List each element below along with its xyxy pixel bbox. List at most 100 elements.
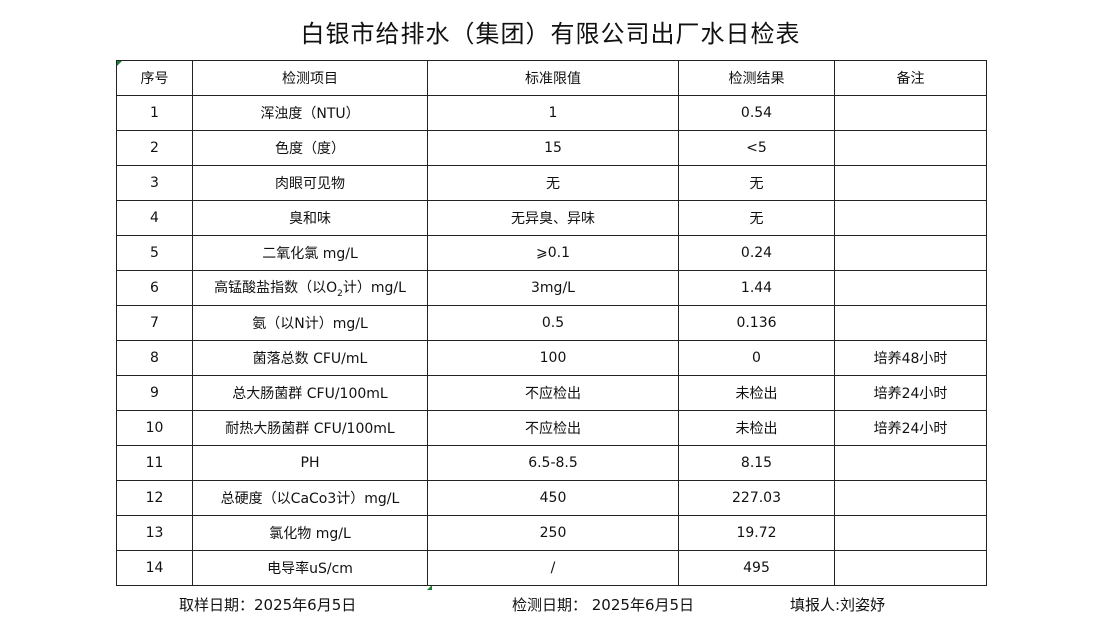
cell-item-text: 总硬度（以CaCo3计）mg/L [220, 491, 400, 507]
cell-note[interactable] [834, 270, 987, 306]
cell-limit[interactable]: 1 [427, 95, 679, 131]
cell-result[interactable]: 0.136 [678, 305, 835, 341]
cell-result[interactable]: 未检出 [678, 410, 835, 446]
cell-no[interactable]: 3 [116, 165, 193, 201]
cell-no-text: 13 [145, 525, 164, 541]
cell-limit[interactable]: 15 [427, 130, 679, 166]
cell-note[interactable]: 培养48小时 [834, 340, 987, 376]
cell-item-text: PH [300, 455, 320, 471]
cell-note[interactable] [834, 95, 987, 131]
cell-item[interactable]: 色度（度） [192, 130, 428, 166]
cell-note[interactable] [834, 480, 987, 516]
cell-no[interactable]: 6 [116, 270, 193, 306]
cell-item[interactable]: 二氧化氯 mg/L [192, 235, 428, 271]
table-row: 10 耐热大肠菌群 CFU/100mL 不应检出 未检出 培养24小时 [116, 410, 987, 446]
cell-item[interactable]: 电导率uS/cm [192, 550, 428, 586]
table-row: 7 氨（以N计）mg/L 0.5 0.136 [116, 305, 987, 341]
cell-no[interactable]: 9 [116, 375, 193, 411]
table-row: 2 色度（度） 15 <5 [116, 130, 987, 166]
cell-result[interactable]: 8.15 [678, 445, 835, 481]
cell-note[interactable] [834, 200, 987, 236]
cell-limit[interactable]: 不应检出 [427, 410, 679, 446]
cell-result[interactable]: 未检出 [678, 375, 835, 411]
cell-no[interactable]: 12 [116, 480, 193, 516]
cell-note[interactable] [834, 235, 987, 271]
cell-result-text: 0.24 [740, 245, 773, 261]
header-no: 序号 [116, 60, 193, 96]
cell-result[interactable]: 0 [678, 340, 835, 376]
cell-limit[interactable]: 100 [427, 340, 679, 376]
cell-result[interactable]: 19.72 [678, 515, 835, 551]
cell-item[interactable]: 氯化物 mg/L [192, 515, 428, 551]
cell-no[interactable]: 1 [116, 95, 193, 131]
cell-item[interactable]: 耐热大肠菌群 CFU/100mL [192, 410, 428, 446]
cell-result[interactable]: <5 [678, 130, 835, 166]
cell-note[interactable]: 培养24小时 [834, 410, 987, 446]
cell-limit[interactable]: 450 [427, 480, 679, 516]
cell-result[interactable]: 495 [678, 550, 835, 586]
cell-note[interactable] [834, 305, 987, 341]
cell-no[interactable]: 14 [116, 550, 193, 586]
cell-item[interactable]: 氨（以N计）mg/L [192, 305, 428, 341]
cell-limit[interactable]: 无异臭、异味 [427, 200, 679, 236]
cell-result[interactable]: 227.03 [678, 480, 835, 516]
cell-no[interactable]: 11 [116, 445, 193, 481]
cell-limit-text: 不应检出 [525, 386, 581, 402]
table-row: 8 菌落总数 CFU/mL 100 0 培养48小时 [116, 340, 987, 376]
table-row: 14 电导率uS/cm / 495 [116, 550, 987, 586]
cell-item[interactable]: 高锰酸盐指数（以O2计）mg/L [192, 270, 428, 306]
cell-item[interactable]: 浑浊度（NTU） [192, 95, 428, 131]
cell-no[interactable]: 7 [116, 305, 193, 341]
cell-result[interactable]: 无 [678, 165, 835, 201]
cell-item[interactable]: 臭和味 [192, 200, 428, 236]
cell-note[interactable] [834, 550, 987, 586]
cell-result[interactable]: 无 [678, 200, 835, 236]
cell-no-text: 3 [150, 175, 159, 191]
cell-item-text: 耐热大肠菌群 CFU/100mL [225, 421, 395, 437]
cell-no[interactable]: 10 [116, 410, 193, 446]
cell-no[interactable]: 5 [116, 235, 193, 271]
cell-limit[interactable]: 3mg/L [427, 270, 679, 306]
cell-note[interactable] [834, 515, 987, 551]
cell-item-text: 浑浊度（NTU） [260, 106, 360, 122]
cell-note[interactable]: 培养24小时 [834, 375, 987, 411]
cell-no[interactable]: 2 [116, 130, 193, 166]
cell-no[interactable]: 8 [116, 340, 193, 376]
cell-limit[interactable]: ⩾0.1 [427, 235, 679, 271]
cell-no-text: 1 [150, 105, 159, 121]
cell-limit[interactable]: 6.5-8.5 [427, 445, 679, 481]
table-row: 6 高锰酸盐指数（以O2计）mg/L 3mg/L 1.44 [116, 270, 987, 306]
cell-result[interactable]: 0.24 [678, 235, 835, 271]
cell-note-text: 培养24小时 [873, 421, 948, 437]
table-row: 3 肉眼可见物 无 无 [116, 165, 987, 201]
cell-note[interactable] [834, 445, 987, 481]
table-row: 11 PH 6.5-8.5 8.15 [116, 445, 987, 481]
cell-note[interactable] [834, 165, 987, 201]
cell-limit-text: 6.5-8.5 [528, 455, 578, 471]
cell-limit[interactable]: 250 [427, 515, 679, 551]
cell-no-text: 14 [145, 560, 164, 576]
table-row: 5 二氧化氯 mg/L ⩾0.1 0.24 [116, 235, 987, 271]
cell-result[interactable]: 0.54 [678, 95, 835, 131]
cell-item-text: 肉眼可见物 [275, 176, 345, 192]
cell-result-text: 无 [749, 176, 764, 192]
cell-limit-text: 无 [546, 176, 560, 192]
cell-no[interactable]: 13 [116, 515, 193, 551]
cell-note[interactable] [834, 130, 987, 166]
cell-limit[interactable]: / [427, 550, 679, 586]
cell-no[interactable]: 4 [116, 200, 193, 236]
cell-no-text: 8 [150, 350, 159, 366]
cell-result[interactable]: 1.44 [678, 270, 835, 306]
table-row: 13 氯化物 mg/L 250 19.72 [116, 515, 987, 551]
cell-item[interactable]: 总大肠菌群 CFU/100mL [192, 375, 428, 411]
cell-limit[interactable]: 不应检出 [427, 375, 679, 411]
cell-limit[interactable]: 0.5 [427, 305, 679, 341]
table-row: 4 臭和味 无异臭、异味 无 [116, 200, 987, 236]
cell-limit[interactable]: 无 [427, 165, 679, 201]
cell-item[interactable]: 总硬度（以CaCo3计）mg/L [192, 480, 428, 516]
cell-item[interactable]: PH [192, 445, 428, 481]
cell-item[interactable]: 菌落总数 CFU/mL [192, 340, 428, 376]
header-row: 序号 检测项目 标准限值 检测结果 备注 [116, 60, 987, 96]
cell-item-text: 色度（度） [275, 141, 345, 157]
cell-item[interactable]: 肉眼可见物 [192, 165, 428, 201]
